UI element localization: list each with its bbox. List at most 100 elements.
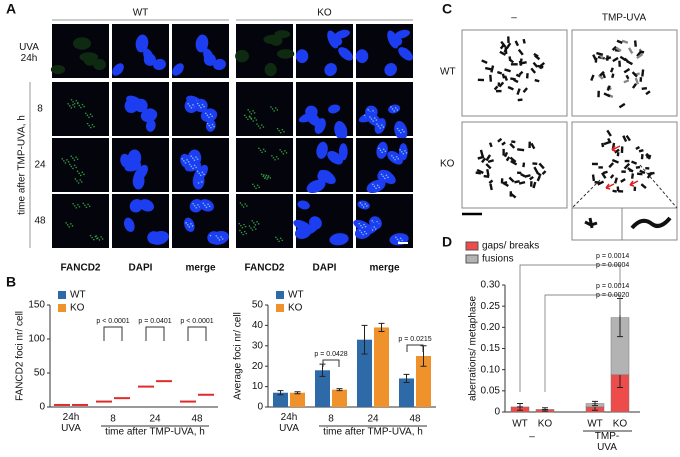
focus xyxy=(76,170,79,173)
focus xyxy=(262,126,265,128)
chromosome xyxy=(636,50,642,57)
focus xyxy=(209,113,212,116)
chromosome xyxy=(522,87,528,93)
group-label: TMP-UVA xyxy=(594,431,620,453)
chromosome xyxy=(532,181,537,189)
metaphase-spread xyxy=(571,29,678,117)
condition-label: – xyxy=(511,13,517,24)
focus xyxy=(402,152,405,155)
nucleus-faint xyxy=(93,58,106,71)
chromosome xyxy=(631,160,638,165)
chromosome xyxy=(633,40,637,47)
chromosome xyxy=(510,160,518,166)
nucleus xyxy=(112,63,124,76)
bar xyxy=(332,389,347,407)
chromosome xyxy=(510,77,516,81)
focus xyxy=(382,126,385,128)
focus xyxy=(283,130,285,133)
focus xyxy=(276,127,279,130)
focus xyxy=(206,114,209,117)
focus xyxy=(197,182,200,184)
focus xyxy=(68,226,71,228)
chromosome xyxy=(522,162,526,168)
focus xyxy=(267,176,269,179)
focus xyxy=(65,222,67,224)
chromosome xyxy=(509,142,516,149)
bar xyxy=(290,392,305,407)
focus xyxy=(255,119,258,121)
channel-label: DAPI xyxy=(129,263,153,274)
focus xyxy=(403,130,405,133)
chromosome xyxy=(596,51,604,56)
chromosome xyxy=(640,153,644,160)
error-bar xyxy=(277,390,284,396)
chromosome xyxy=(615,46,622,52)
focus xyxy=(72,157,74,159)
y-tick-label: 50 xyxy=(252,300,264,311)
nucleus xyxy=(355,49,369,64)
chromosome xyxy=(495,89,502,93)
focus xyxy=(191,225,194,227)
focus xyxy=(375,187,377,190)
bar xyxy=(399,378,414,407)
focus xyxy=(91,236,93,239)
focus xyxy=(90,126,92,129)
nucleus xyxy=(198,199,214,212)
chromosome xyxy=(518,180,526,185)
focus xyxy=(363,114,366,117)
focus xyxy=(280,150,283,153)
focus xyxy=(249,116,251,118)
nucleus xyxy=(135,34,149,53)
focus xyxy=(181,158,184,160)
focus xyxy=(372,183,374,186)
focus xyxy=(364,203,367,205)
chromosome xyxy=(518,70,524,76)
chromosome xyxy=(606,129,612,137)
x-tick-label: 24 xyxy=(367,414,379,425)
chromosome xyxy=(591,162,598,166)
chromosome xyxy=(618,60,621,67)
focus xyxy=(187,161,190,163)
nucleus xyxy=(328,104,341,114)
channel-label: merge xyxy=(369,263,399,274)
focus xyxy=(63,160,65,162)
chromosome xyxy=(541,170,547,176)
y-tick-label: 0.20 xyxy=(481,322,501,333)
focus xyxy=(79,179,82,181)
focus xyxy=(95,235,98,237)
micrograph xyxy=(236,194,293,248)
focus xyxy=(66,159,68,161)
chromosome xyxy=(606,55,609,61)
chromosome xyxy=(481,59,488,64)
focus xyxy=(270,106,272,108)
chromosome xyxy=(496,70,503,75)
focus xyxy=(250,113,253,115)
error-bar xyxy=(336,388,343,392)
y-tick-label: 0 xyxy=(257,402,263,413)
focus xyxy=(98,239,101,241)
focus xyxy=(366,205,368,207)
focus xyxy=(92,238,95,241)
y-tick-label: 0.10 xyxy=(481,364,501,375)
chromosome xyxy=(627,47,634,55)
chromosome xyxy=(616,152,620,157)
chromosome xyxy=(609,67,614,73)
chromosome xyxy=(507,36,510,43)
focus xyxy=(75,99,78,102)
chromosome xyxy=(635,145,641,150)
focus xyxy=(61,158,64,160)
chromosome xyxy=(645,90,651,96)
focus xyxy=(203,173,205,176)
chromosome xyxy=(631,71,638,78)
focus xyxy=(85,206,88,209)
focus xyxy=(190,155,193,157)
chromosome xyxy=(479,149,484,157)
nucleus-faint xyxy=(264,62,277,77)
micrograph xyxy=(52,82,109,136)
nucleus xyxy=(394,121,408,141)
focus xyxy=(264,150,267,153)
focus xyxy=(187,103,189,105)
inset-chromosome xyxy=(630,216,672,230)
chromosome xyxy=(623,79,630,84)
chromosome xyxy=(517,148,525,152)
